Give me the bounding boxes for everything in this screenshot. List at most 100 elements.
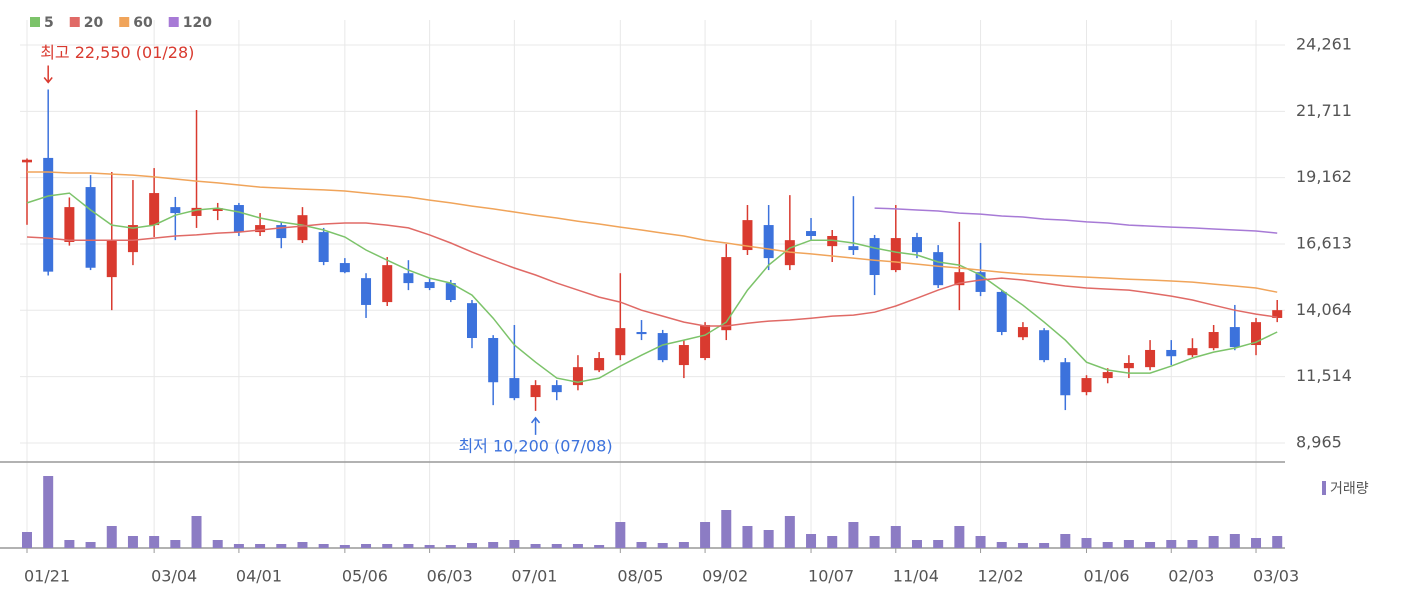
volume-bar — [678, 542, 689, 548]
volume-bar — [1081, 538, 1092, 548]
candle-body — [530, 385, 541, 398]
volume-bar — [763, 530, 774, 548]
candle-body — [339, 263, 350, 273]
candle-body — [1102, 372, 1113, 379]
candle-body — [488, 338, 499, 383]
volume-bar — [22, 532, 32, 548]
ma-line — [27, 171, 1278, 293]
volume-bar — [1229, 534, 1240, 548]
x-tick-label: 11/04 — [893, 567, 939, 586]
volume-bar — [1039, 543, 1050, 548]
candle-body — [806, 231, 817, 236]
volume-bar — [933, 540, 944, 548]
legend-swatch — [30, 17, 40, 27]
candle-body — [85, 187, 96, 268]
x-tick-label: 01/06 — [1084, 567, 1130, 586]
volume-bar — [233, 544, 244, 548]
volume-bar — [975, 536, 986, 548]
volume-bar — [212, 540, 223, 548]
x-tick-label: 12/02 — [978, 567, 1024, 586]
candle-body — [64, 207, 75, 242]
candle-body — [361, 278, 372, 305]
legend-label: 120 — [183, 15, 212, 31]
y-tick-label: 8,965 — [1296, 433, 1342, 452]
candle-body — [43, 157, 54, 272]
volume-bar — [339, 545, 350, 548]
legend-label: 20 — [84, 15, 104, 31]
low-annotation: 최저 10,200 (07/08) — [458, 436, 612, 455]
volume-bar — [64, 540, 75, 548]
candle-body — [700, 324, 711, 359]
volume-bar — [615, 522, 626, 548]
volume-bar — [382, 544, 393, 548]
x-tick-label: 05/06 — [342, 567, 388, 586]
volume-bar — [466, 543, 477, 548]
candle-body — [22, 159, 32, 163]
candle-body — [551, 385, 562, 393]
candle-body — [721, 257, 732, 331]
candle-body — [191, 207, 202, 216]
candle-body — [933, 252, 944, 286]
volume-bar — [827, 536, 838, 548]
volume-bar — [403, 544, 414, 548]
volume-bar — [869, 536, 880, 548]
candle-body — [657, 333, 668, 361]
candle-body — [1060, 362, 1071, 396]
candle-body — [678, 345, 689, 366]
volume-bar — [255, 544, 266, 548]
ma-line — [26, 192, 1278, 383]
volume-bar — [1102, 542, 1113, 548]
candle-body — [615, 328, 626, 356]
candle-body — [424, 282, 435, 289]
high-annotation: 최고 22,550 (01/28) — [40, 43, 194, 62]
volume-bar — [445, 545, 456, 548]
candle-body — [1187, 348, 1198, 356]
candle-body — [149, 193, 160, 226]
volume-bar — [551, 544, 562, 548]
volume-bar — [85, 542, 96, 548]
volume-bar — [127, 536, 138, 548]
candle-body — [382, 265, 393, 303]
x-tick-label: 04/01 — [236, 567, 282, 586]
candle-body — [594, 358, 605, 371]
x-tick-label: 07/01 — [511, 567, 557, 586]
candle-body — [1017, 327, 1028, 338]
candle-body — [318, 232, 329, 263]
candle-body — [1208, 332, 1219, 349]
volume-bar — [488, 542, 499, 548]
candle-body — [509, 378, 520, 399]
y-tick-label: 11,514 — [1296, 366, 1352, 385]
candle-body — [106, 240, 117, 278]
candle-body — [1145, 349, 1156, 368]
volume-bar — [297, 542, 308, 548]
volume-bar — [848, 522, 859, 548]
candle-body — [1081, 378, 1092, 393]
volume-bar — [890, 526, 901, 548]
x-tick-label: 06/03 — [427, 567, 473, 586]
candle-body — [572, 367, 583, 386]
candle-body — [1251, 322, 1262, 346]
y-tick-label: 24,261 — [1296, 34, 1352, 53]
candle-body — [742, 220, 753, 251]
candle-body — [1229, 327, 1240, 348]
candle-body — [763, 225, 774, 259]
candle-body — [975, 272, 986, 292]
legend-swatch — [69, 17, 80, 27]
x-tick-label: 01/21 — [24, 567, 70, 586]
ma-line — [26, 222, 1278, 327]
legend-swatch — [119, 17, 130, 27]
volume-bar — [191, 516, 202, 548]
ma-line — [874, 207, 1278, 234]
volume-bar — [996, 542, 1007, 548]
volume-bar — [1060, 534, 1071, 548]
x-tick-label: 09/02 — [702, 567, 748, 586]
volume-bar — [318, 544, 329, 548]
x-tick-label: 03/03 — [1253, 567, 1299, 586]
candle-body — [297, 215, 308, 241]
candle-body — [466, 303, 477, 339]
y-tick-label: 14,064 — [1296, 300, 1352, 319]
volume-bar — [424, 545, 435, 548]
candle-body — [636, 332, 647, 335]
high-arrow — [43, 65, 53, 84]
